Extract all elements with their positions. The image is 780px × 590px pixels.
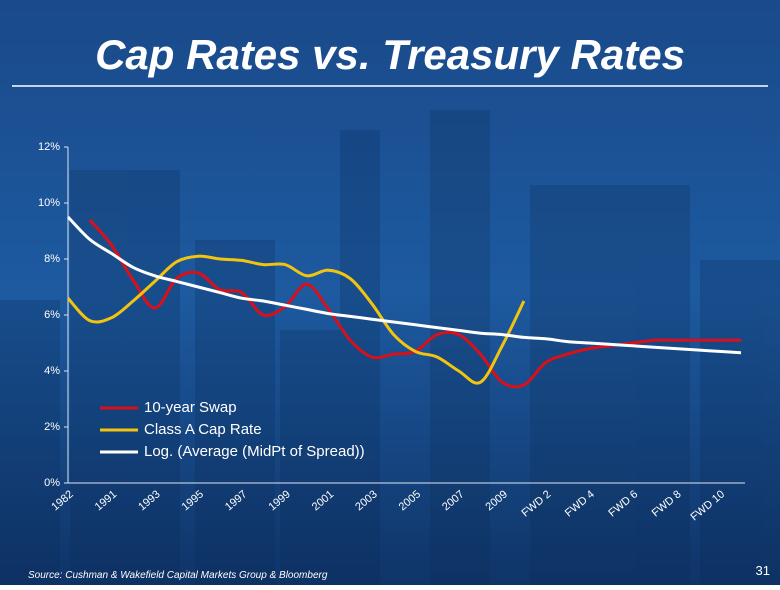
series-line bbox=[66, 254, 526, 385]
y-tick-label: 12% bbox=[38, 141, 60, 153]
y-tick-label: 2% bbox=[44, 421, 60, 433]
legend-label: Class A Cap Rate bbox=[144, 421, 262, 438]
series-line bbox=[66, 215, 742, 355]
source-note: Source: Cushman & Wakefield Capital Mark… bbox=[28, 570, 328, 581]
city-backdrop bbox=[0, 110, 780, 585]
legend-label: 10-year Swap bbox=[144, 399, 237, 416]
chart-title: Cap Rates vs. Treasury Rates bbox=[95, 31, 685, 78]
page-number: 31 bbox=[756, 563, 770, 578]
y-tick-label: 4% bbox=[44, 365, 60, 377]
y-tick-label: 10% bbox=[38, 197, 60, 209]
legend-label: Log. (Average (MidPt of Spread)) bbox=[144, 443, 365, 460]
y-tick-label: 6% bbox=[44, 309, 60, 321]
y-tick-label: 8% bbox=[44, 253, 60, 265]
y-tick-label: 0% bbox=[44, 477, 60, 489]
